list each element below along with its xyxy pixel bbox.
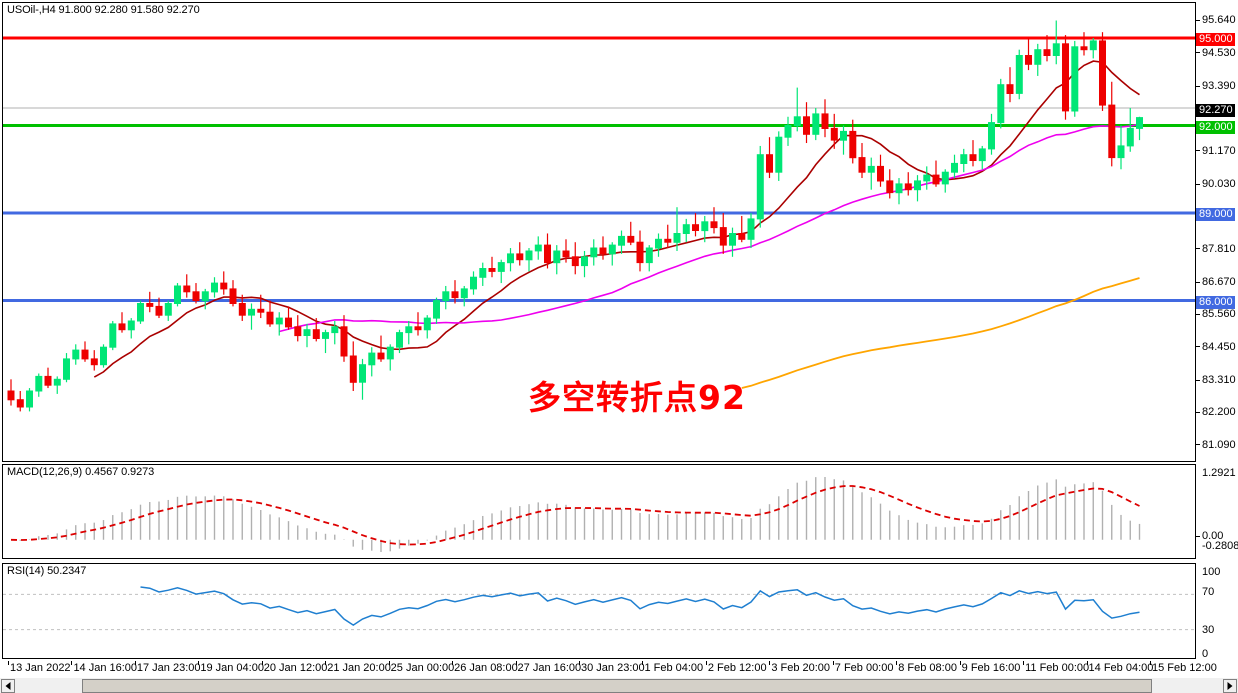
time-tick xyxy=(1150,661,1151,665)
time-axis-label: 21 Jan 20:00 xyxy=(327,662,391,674)
macd-scale-zero: 0.00 xyxy=(1196,531,1223,542)
price-tick: 91.170 xyxy=(1196,145,1236,156)
time-axis-label: 9 Feb 16:00 xyxy=(961,662,1021,674)
time-axis-label: 17 Jan 23:00 xyxy=(136,662,201,674)
price-tick: 84.450 xyxy=(1196,341,1236,352)
price-tick: 94.530 xyxy=(1196,47,1236,58)
triangle-left-icon xyxy=(5,682,11,690)
macd-plot-area[interactable] xyxy=(3,465,1195,558)
time-tick xyxy=(452,661,454,665)
time-tick xyxy=(642,661,644,665)
rsi-label: RSI(14) 50.2347 xyxy=(7,565,87,577)
horizontal-scrollbar[interactable] xyxy=(0,677,1238,693)
rsi-scale-70: 70 xyxy=(1202,586,1215,599)
time-axis-label: 13 Jan 2022 xyxy=(10,662,71,674)
price-tick: 93.390 xyxy=(1196,80,1236,91)
time-tick xyxy=(388,661,390,665)
price-tick: 83.310 xyxy=(1196,375,1236,386)
time-axis-label: 25 Jan 00:00 xyxy=(390,662,455,674)
time-tick xyxy=(896,661,898,665)
price-plot-area[interactable] xyxy=(3,3,1195,461)
time-tick xyxy=(705,661,707,665)
rsi-plot-area[interactable] xyxy=(3,564,1195,658)
macd-scale-bottom: -0.2808 xyxy=(1202,540,1238,552)
chart-annotation-text: 多空转折点92 xyxy=(528,378,746,417)
time-tick xyxy=(71,661,73,665)
macd-scale-top: 1.2921 xyxy=(1202,467,1236,479)
time-tick xyxy=(959,661,961,665)
triangle-right-icon xyxy=(1227,682,1233,690)
time-tick xyxy=(325,661,327,665)
time-axis-label: 30 Jan 23:00 xyxy=(581,662,645,674)
price-tick: 81.090 xyxy=(1196,439,1236,450)
time-tick xyxy=(198,661,200,665)
price-level-label[interactable]: 95.000 xyxy=(1196,33,1235,46)
rsi-panel[interactable]: RSI(14) 50.2347 xyxy=(2,563,1196,659)
price-tick: 86.670 xyxy=(1196,277,1236,288)
time-tick xyxy=(8,661,9,665)
time-axis-label: 15 Feb 12:00 xyxy=(1152,662,1217,674)
price-level-label[interactable]: 92.000 xyxy=(1196,120,1235,134)
rsi-svg xyxy=(3,586,1195,631)
time-axis-label: 27 Jan 16:00 xyxy=(517,662,582,674)
scrollbar-thumb[interactable] xyxy=(82,679,1152,693)
price-tick: 85.560 xyxy=(1196,309,1236,320)
time-axis-label: 8 Feb 08:00 xyxy=(898,662,957,674)
price-tick: 90.030 xyxy=(1196,178,1236,189)
time-axis-label: 3 Feb 20:00 xyxy=(771,662,831,674)
macd-panel[interactable]: MACD(12,26,9) 0.4567 0.9273 xyxy=(2,464,1196,559)
price-axis[interactable]: 95.640 94.530 93.390 91.170 90.030 87.810 86.6… xyxy=(1196,2,1238,660)
time-axis: 13 Jan 2022 14 Jan 16:00 17 Jan 23:00 19 Ja… xyxy=(2,661,1217,675)
time-tick xyxy=(1086,661,1088,665)
symbol-header: USOil-,H4 91.800 92.280 91.580 92.270 xyxy=(7,4,200,16)
time-axis-label: 19 Jan 04:00 xyxy=(200,662,264,674)
price-tick: 87.810 xyxy=(1196,243,1236,254)
time-axis-label: 14 Jan 16:00 xyxy=(73,662,138,674)
price-tick: 95.640 xyxy=(1196,15,1236,26)
time-axis-label: 11 Feb 00:00 xyxy=(1025,662,1090,674)
price-level-label[interactable]: 92.270 xyxy=(1196,104,1235,118)
candlestick-svg xyxy=(3,20,1195,412)
time-tick xyxy=(134,661,136,665)
macd-label: MACD(12,26,9) 0.4567 0.9273 xyxy=(7,466,155,478)
rsi-scale-100: 100 xyxy=(1202,566,1221,578)
price-tick: 82.200 xyxy=(1196,407,1236,418)
time-tick xyxy=(515,661,517,665)
time-axis-label: 1 Feb 04:00 xyxy=(644,662,704,674)
time-axis-label: 26 Jan 08:00 xyxy=(454,662,518,674)
price-level-label[interactable]: 86.000 xyxy=(1196,295,1235,309)
time-axis-label: 7 Feb 00:00 xyxy=(834,662,894,674)
time-tick xyxy=(1023,661,1025,665)
time-axis-label: 14 Feb 04:00 xyxy=(1088,662,1154,674)
rsi-scale-0: 0 xyxy=(1202,648,1209,660)
scroll-right-arrow-icon[interactable] xyxy=(1223,679,1237,693)
time-tick xyxy=(832,661,834,665)
rsi-scale-30: 30 xyxy=(1202,623,1215,636)
time-tick xyxy=(769,661,771,665)
price-level-label[interactable]: 89.000 xyxy=(1196,208,1235,222)
time-tick xyxy=(261,661,263,665)
macd-svg xyxy=(10,477,1141,552)
time-axis-label: 2 Feb 12:00 xyxy=(707,662,767,674)
time-axis-label: 20 Jan 12:00 xyxy=(263,662,328,674)
price-chart-panel[interactable]: USOil-,H4 91.800 92.280 91.580 92.270 多空… xyxy=(2,2,1196,462)
time-tick xyxy=(579,661,580,665)
scroll-left-arrow-icon[interactable] xyxy=(1,679,15,693)
